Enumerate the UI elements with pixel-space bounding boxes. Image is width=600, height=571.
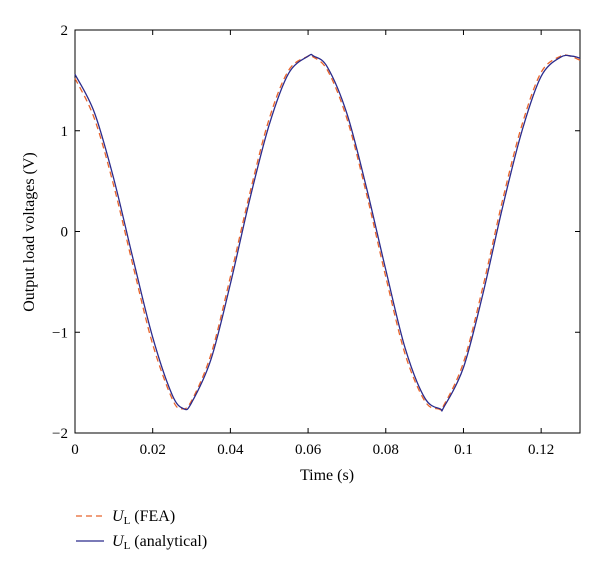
series-line-1 (74, 53, 581, 412)
legend-label-fea: UL (FEA) (112, 508, 175, 527)
x-tick-label: 0.04 (217, 442, 244, 458)
x-tick-label: 0.1 (454, 442, 473, 458)
x-tick-label: 0.02 (140, 442, 166, 458)
x-tick-label: 0 (71, 442, 79, 458)
y-tick-label: −2 (52, 426, 68, 442)
series-layer (74, 53, 581, 412)
x-tick-label: 0.06 (295, 442, 322, 458)
x-tick-label: 0.08 (373, 442, 399, 458)
x-tick-label: 0.12 (528, 442, 554, 458)
y-tick-label: −1 (52, 325, 68, 341)
y-tick-label: 1 (61, 124, 69, 140)
legend-label-analytical: UL (analytical) (112, 533, 207, 552)
x-axis-title: Time (s) (300, 467, 354, 484)
y-tick-label: 2 (61, 23, 69, 39)
series-line-0 (74, 53, 581, 411)
ticks: 0 0.02 0.04 0.06 0.08 0.1 0.12 −2 −1 0 1 2 (52, 23, 580, 458)
plot-frame (74, 29, 581, 434)
y-tick-label: 0 (61, 225, 69, 241)
legend: UL (FEA) UL (analytical) (76, 508, 207, 552)
y-axis-title: Output load voltages (V) (21, 152, 38, 312)
